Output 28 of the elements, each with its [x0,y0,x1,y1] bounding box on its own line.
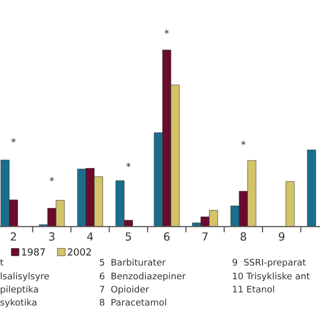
annotation: * [126,162,131,168]
legend-label: 2002 [68,248,91,256]
text: 7 Opioider [100,286,150,294]
text: pileptika [0,286,38,294]
x-tick-label: 4 [87,232,94,241]
text: * [164,30,169,34]
text: 6 Benzodiazepiner [100,272,186,282]
x-tick-label: 7 [202,232,208,241]
x-tick-label: 5 [126,232,131,241]
text: t [0,259,4,266]
bar [307,150,316,227]
annotation: * [241,140,246,146]
text: lsalisylsyre [0,272,49,282]
text: 5 Barbiturater [100,258,166,266]
bar [286,181,295,227]
text: 10 Trisykliske ant [232,272,310,282]
x-tick-label: 2 [10,232,16,241]
text: 8 Paracetamol [100,298,166,306]
text: 9 SSRI-preparat [232,258,306,268]
annotation: * [50,177,54,182]
x-tick-label: 9 [278,232,284,241]
x-tick-label: 6 [164,232,170,241]
annotation: * [11,138,16,143]
x-tick-label: 3 [49,232,54,241]
legend-label: 1987 [22,248,45,256]
x-tick-label: 8 [240,232,246,241]
text: sykotika [0,298,36,308]
text: 11 Etanol [232,286,274,293]
